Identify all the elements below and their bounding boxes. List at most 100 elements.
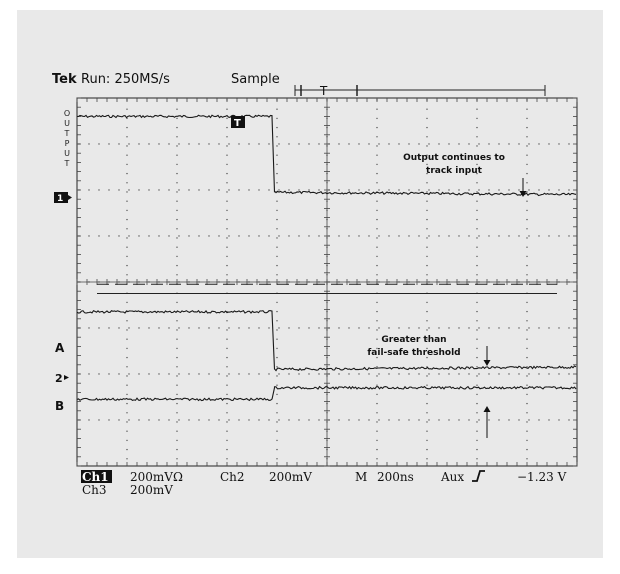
grid-dot (268, 235, 270, 237)
grid-dot (208, 373, 210, 375)
grid-dot (476, 255, 478, 258)
grid-dot (158, 189, 160, 191)
ch2-ground-number: 2 (55, 372, 63, 385)
grid-dot (498, 373, 500, 375)
grid-dot (148, 419, 150, 421)
ch3-readout-label: Ch3 (82, 483, 107, 497)
output-arrow (519, 178, 527, 197)
grid-dot (476, 439, 478, 442)
grid-dot (276, 182, 278, 184)
grid-dot (526, 402, 528, 405)
grid-dot (126, 439, 128, 442)
grid-dot (376, 329, 378, 331)
grid-dot (176, 274, 178, 276)
grid-dot (548, 373, 550, 375)
grid-dot (168, 235, 170, 237)
grid-dot (388, 189, 390, 191)
grid-dot (276, 246, 278, 248)
grid-dot (198, 419, 200, 421)
grid-dot (376, 356, 378, 359)
grid-dot (226, 218, 228, 221)
grid-dot (476, 182, 478, 184)
grid-dot (168, 189, 170, 191)
grid-dot (176, 430, 178, 432)
grid-dot (248, 373, 250, 375)
grid-dot (188, 373, 190, 375)
grid-dot (318, 189, 320, 191)
grid-dot (276, 163, 278, 166)
grid-dot (448, 189, 450, 191)
grid-dot (538, 235, 540, 237)
grid-dot (126, 126, 128, 129)
grid-dot (176, 458, 178, 460)
grid-dot (348, 189, 350, 191)
grid-dot (468, 143, 470, 145)
grid-dot (376, 366, 378, 368)
grid-dot (126, 274, 128, 276)
grid-dot (398, 235, 400, 237)
grid-dot (226, 237, 228, 239)
grid-dot (98, 373, 100, 375)
grid-dot (538, 327, 540, 329)
grid-dot (126, 218, 128, 221)
grid-dot (126, 255, 128, 258)
grid-dot (276, 412, 278, 414)
grid-dot (518, 373, 520, 375)
grid-dot (448, 327, 450, 329)
grid-dot (426, 200, 428, 202)
grid-dot (526, 347, 528, 350)
grid-dot (88, 419, 90, 421)
grid-dot (238, 143, 240, 145)
grid-dot (228, 189, 230, 191)
grid-dot (276, 320, 278, 322)
trigger-level: −1.23 V (517, 470, 567, 484)
grid-dot (568, 373, 570, 375)
grid-dot (126, 384, 128, 386)
grid-dot (528, 235, 530, 237)
grid-dot (226, 108, 228, 110)
grid-dot (258, 235, 260, 237)
grid-dot (528, 327, 530, 329)
grid-dot (278, 327, 280, 329)
grid-dot (276, 458, 278, 460)
grid-dot (376, 255, 378, 258)
grid-dot (376, 384, 378, 386)
grid-dot (198, 327, 200, 329)
line-b-label: B (55, 399, 64, 413)
grid-dot (526, 393, 528, 396)
grid-dot (226, 430, 228, 432)
grid-dot (426, 393, 428, 396)
grid-dot (226, 136, 228, 138)
threshold-levels (97, 283, 557, 294)
grid-dot (276, 274, 278, 276)
grid-dot (398, 373, 400, 375)
grid-dot (176, 412, 178, 414)
grid-dot (526, 375, 528, 377)
time-readout-label: M (355, 470, 367, 484)
grid-dot (426, 209, 428, 212)
grid-dot (508, 419, 510, 421)
grid-dot (126, 320, 128, 322)
grid-dot (476, 402, 478, 405)
grid-dot (376, 347, 378, 350)
grid-dot (226, 209, 228, 212)
grid-dot (376, 172, 378, 175)
grid-dot (226, 356, 228, 359)
grid-dot (476, 347, 478, 350)
trigger-source: Aux (440, 470, 464, 484)
grid-dot (218, 327, 220, 329)
grid-dot (476, 393, 478, 396)
grid-dot (138, 189, 140, 191)
grid-dot (476, 172, 478, 175)
grid-dot (426, 145, 428, 147)
grid-dot (426, 237, 428, 239)
grid-dot (418, 419, 420, 421)
grid-dot (428, 143, 430, 145)
grid-dot (308, 419, 310, 421)
grid-dot (376, 458, 378, 460)
grid-dot (278, 143, 280, 145)
grid-dot (476, 264, 478, 267)
grid-dot (226, 301, 228, 304)
grid-dot (248, 327, 250, 329)
grid-dot (558, 235, 560, 237)
